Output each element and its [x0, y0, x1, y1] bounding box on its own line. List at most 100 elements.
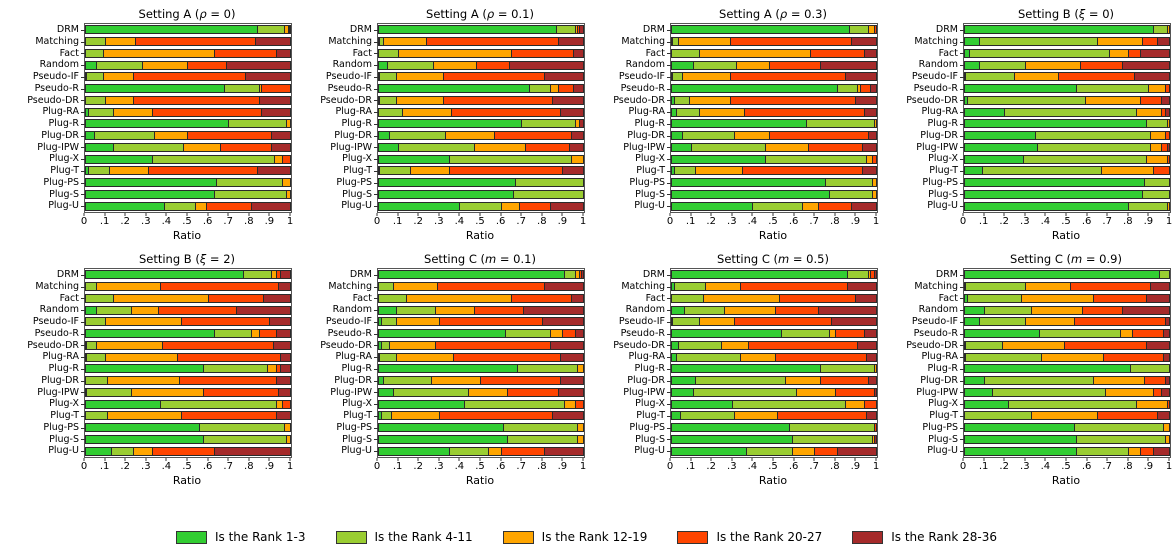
y-axis-label: Matching — [914, 35, 958, 47]
bar-segment-rank-1 — [671, 282, 676, 292]
y-tick-mark — [374, 357, 378, 359]
bar-segment-rank-5 — [245, 72, 291, 82]
bar-segment-rank-4 — [1161, 142, 1168, 152]
stacked-bar — [378, 48, 584, 58]
x-tick-label: .3 — [727, 461, 737, 472]
y-tick-mark — [667, 427, 671, 429]
bar-row-plug-ra: Plug-RA — [628, 351, 877, 363]
bar-segment-rank-2 — [380, 166, 411, 176]
y-tick-mark — [960, 310, 964, 312]
bar-segment-rank-3 — [1097, 37, 1144, 47]
bar-segment-rank-4 — [276, 270, 281, 280]
bar-segment-rank-3 — [577, 434, 584, 444]
bar-segment-rank-3 — [155, 131, 188, 141]
bar-segment-rank-1 — [671, 423, 791, 433]
y-axis-label: Plug-IPW — [37, 386, 79, 398]
bar-segment-rank-3 — [286, 119, 291, 129]
bar-segment-rank-1 — [964, 119, 1148, 129]
subplot-title: Setting A (ρ = 0.1) — [426, 7, 534, 21]
bar-segment-rank-3 — [105, 317, 182, 327]
y-tick-mark — [81, 182, 85, 184]
bar-segment-rank-3 — [406, 293, 512, 303]
bar-segment-rank-5 — [1165, 107, 1170, 117]
bar-segment-rank-3 — [183, 142, 221, 152]
bar-segment-rank-2 — [258, 25, 285, 35]
bar-segment-rank-1 — [85, 364, 205, 374]
bar-segment-rank-3 — [97, 340, 164, 350]
y-tick-mark — [374, 206, 378, 208]
bar-segment-rank-1 — [964, 270, 1160, 280]
bar-row-plug-r: Plug-R — [928, 118, 1170, 130]
bar-segment-rank-1 — [85, 340, 88, 350]
stacked-bar — [964, 317, 1170, 327]
bar-row-plug-ipw: Plug-IPW — [623, 387, 877, 399]
stacked-bar — [85, 411, 291, 421]
bar-segment-rank-4 — [1058, 72, 1135, 82]
bar-segment-rank-1 — [671, 329, 783, 339]
bar-segment-rank-1 — [964, 201, 1129, 211]
x-axis-ticks: 0 .1 .2 .3 .4 .5 .6 .7 .8 .9 1 — [960, 213, 1172, 229]
bar-segment-rank-5 — [276, 376, 291, 386]
bar-segment-rank-2 — [229, 119, 287, 129]
bar-segment-rank-3 — [1015, 72, 1059, 82]
bar-segment-rank-3 — [384, 37, 428, 47]
bar-segment-rank-2 — [204, 364, 269, 374]
subplot-2: Setting A (ρ = 0.1) DRM Matching Fact Random… — [293, 6, 586, 243]
bar-row-plug-r: Plug-R — [342, 118, 584, 130]
y-tick-mark — [960, 286, 964, 288]
bar-segment-rank-1 — [964, 293, 969, 303]
bar-segment-rank-5 — [280, 364, 291, 374]
bar-segment-rank-4 — [1104, 352, 1164, 362]
bar-row-plug-r: Plug-R — [49, 363, 291, 375]
bar-segment-rank-4 — [749, 340, 859, 350]
y-tick-mark — [960, 88, 964, 90]
bar-row-plug-x: Plug-X — [49, 153, 291, 165]
bar-row-pseudo-if: Pseudo-IF — [326, 71, 584, 83]
bar-segment-rank-2 — [673, 37, 680, 47]
y-tick-mark — [81, 112, 85, 114]
x-tick-mark — [248, 458, 250, 461]
bar-segment-rank-3 — [868, 270, 871, 280]
bar-segment-rank-5 — [542, 317, 584, 327]
bar-segment-rank-1 — [378, 423, 504, 433]
x-tick-label: 0 — [666, 461, 674, 472]
bar-segment-rank-5 — [1167, 142, 1170, 152]
bar-segment-rank-3 — [683, 72, 731, 82]
bar-segment-rank-3 — [703, 293, 781, 303]
bar-segment-rank-1 — [85, 201, 166, 211]
y-tick-mark — [374, 76, 378, 78]
stacked-bar — [85, 305, 291, 315]
bar-row-plug-r: Plug-R — [928, 363, 1170, 375]
y-axis-label: Plug-PS — [336, 421, 372, 433]
bar-segment-rank-4 — [730, 95, 857, 105]
bar-segment-rank-5 — [1157, 411, 1170, 421]
x-tick-mark — [438, 458, 440, 461]
bar-segment-rank-2 — [165, 201, 197, 211]
stacked-bar — [85, 376, 291, 386]
bar-segment-rank-5 — [866, 352, 877, 362]
x-tick-label: .3 — [434, 216, 444, 227]
y-tick-mark — [960, 41, 964, 43]
y-tick-mark — [667, 380, 671, 382]
bar-row-plug-s: Plug-S — [49, 434, 291, 446]
bar-segment-rank-3 — [1151, 131, 1166, 141]
bar-segment-rank-2 — [450, 446, 490, 456]
y-axis-label: Plug-DR — [920, 129, 958, 141]
bar-segment-rank-3 — [722, 340, 750, 350]
y-tick-mark — [81, 439, 85, 441]
bar-segment-rank-2 — [513, 189, 584, 199]
x-tick-mark — [669, 458, 671, 461]
x-axis-label: Ratio — [1051, 474, 1081, 487]
bar-segment-rank-3 — [736, 60, 770, 70]
y-axis-label: Plug-IPW — [330, 386, 372, 398]
x-tick-label: .1 — [978, 216, 989, 227]
bar-segment-rank-2 — [85, 411, 108, 421]
bar-row-plug-x: Plug-X — [928, 398, 1170, 410]
x-tick-label: .9 — [557, 216, 568, 227]
bar-segment-rank-2 — [671, 48, 700, 58]
bar-segment-rank-5 — [868, 131, 877, 141]
x-tick-label: .9 — [264, 461, 275, 472]
bar-segment-rank-2 — [685, 305, 725, 315]
stacked-bar — [85, 178, 291, 188]
bar-row-plug-r: Plug-R — [635, 118, 877, 130]
